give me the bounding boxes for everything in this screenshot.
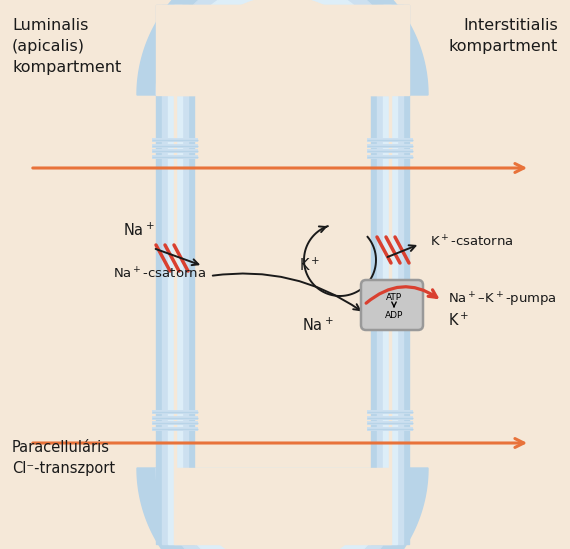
Bar (156, 5, 409, 95)
FancyBboxPatch shape (361, 280, 423, 330)
Polygon shape (137, 468, 428, 549)
Text: ATP: ATP (386, 294, 402, 302)
Bar (174, 5, 176, 544)
Bar (383, 5, 397, 544)
Text: K$^+$: K$^+$ (299, 256, 321, 273)
Text: ADP: ADP (385, 311, 403, 320)
Polygon shape (184, 468, 381, 549)
Bar (176, 468, 389, 544)
Bar (156, 5, 194, 544)
Bar (377, 5, 403, 544)
Polygon shape (137, 0, 428, 95)
Text: K$^+$: K$^+$ (448, 311, 469, 329)
Bar (168, 5, 182, 544)
Polygon shape (168, 468, 397, 549)
Text: Na$^+$–K$^+$-pumpa: Na$^+$–K$^+$-pumpa (448, 291, 557, 309)
Text: Na$^+$-csatorna: Na$^+$-csatorna (113, 266, 206, 282)
Polygon shape (184, 0, 381, 95)
Text: Paracelluláris
Cl⁻-transzport: Paracelluláris Cl⁻-transzport (12, 440, 115, 476)
Bar (176, 5, 389, 95)
Polygon shape (168, 0, 397, 95)
Polygon shape (156, 468, 409, 549)
Text: Na$^+$: Na$^+$ (302, 316, 334, 334)
Bar (371, 5, 409, 544)
Bar (162, 5, 188, 544)
Text: Luminalis
(apicalis)
kompartment: Luminalis (apicalis) kompartment (12, 18, 121, 75)
Text: Na$^+$: Na$^+$ (123, 221, 154, 239)
Polygon shape (156, 0, 409, 95)
Text: K$^+$-csatorna: K$^+$-csatorna (430, 234, 514, 250)
Text: Interstitialis
kompartment: Interstitialis kompartment (449, 18, 558, 54)
Bar (389, 5, 391, 544)
